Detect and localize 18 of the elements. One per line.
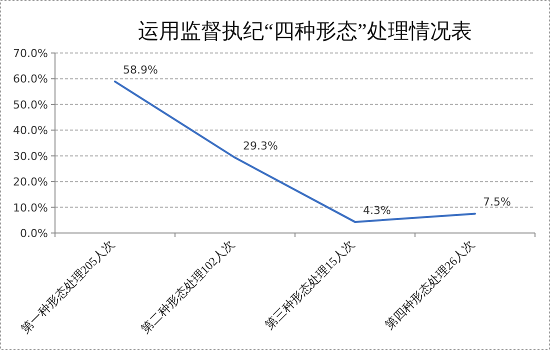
- y-tick-label: 0.0%: [20, 227, 48, 240]
- line-series: [114, 80, 476, 223]
- y-tick-label: 20.0%: [13, 176, 48, 189]
- data-label: 7.5%: [483, 196, 511, 209]
- y-tick-label: 60.0%: [13, 72, 48, 86]
- data-label: 4.3%: [363, 204, 391, 217]
- y-tick-label: 50.0%: [13, 98, 48, 112]
- x-tick-label: 第一种形态处理205人次: [18, 237, 118, 336]
- data-label: 58.9%: [123, 64, 158, 77]
- chart-title: 运用监督执纪“四种形态”处理情况表: [138, 19, 472, 43]
- y-tick-label: 70.0%: [13, 47, 48, 60]
- x-tick-label: 第三种形态处理15人次: [262, 237, 358, 332]
- y-tick-label: 30.0%: [13, 150, 48, 163]
- y-tick-label: 10.0%: [13, 201, 48, 214]
- x-tick-label: 第二种形态处理102人次: [138, 237, 238, 336]
- x-tick-label: 第四种形态处理26人次: [382, 237, 478, 332]
- data-label: 29.3%: [243, 140, 278, 153]
- y-tick-label: 40.0%: [13, 124, 48, 138]
